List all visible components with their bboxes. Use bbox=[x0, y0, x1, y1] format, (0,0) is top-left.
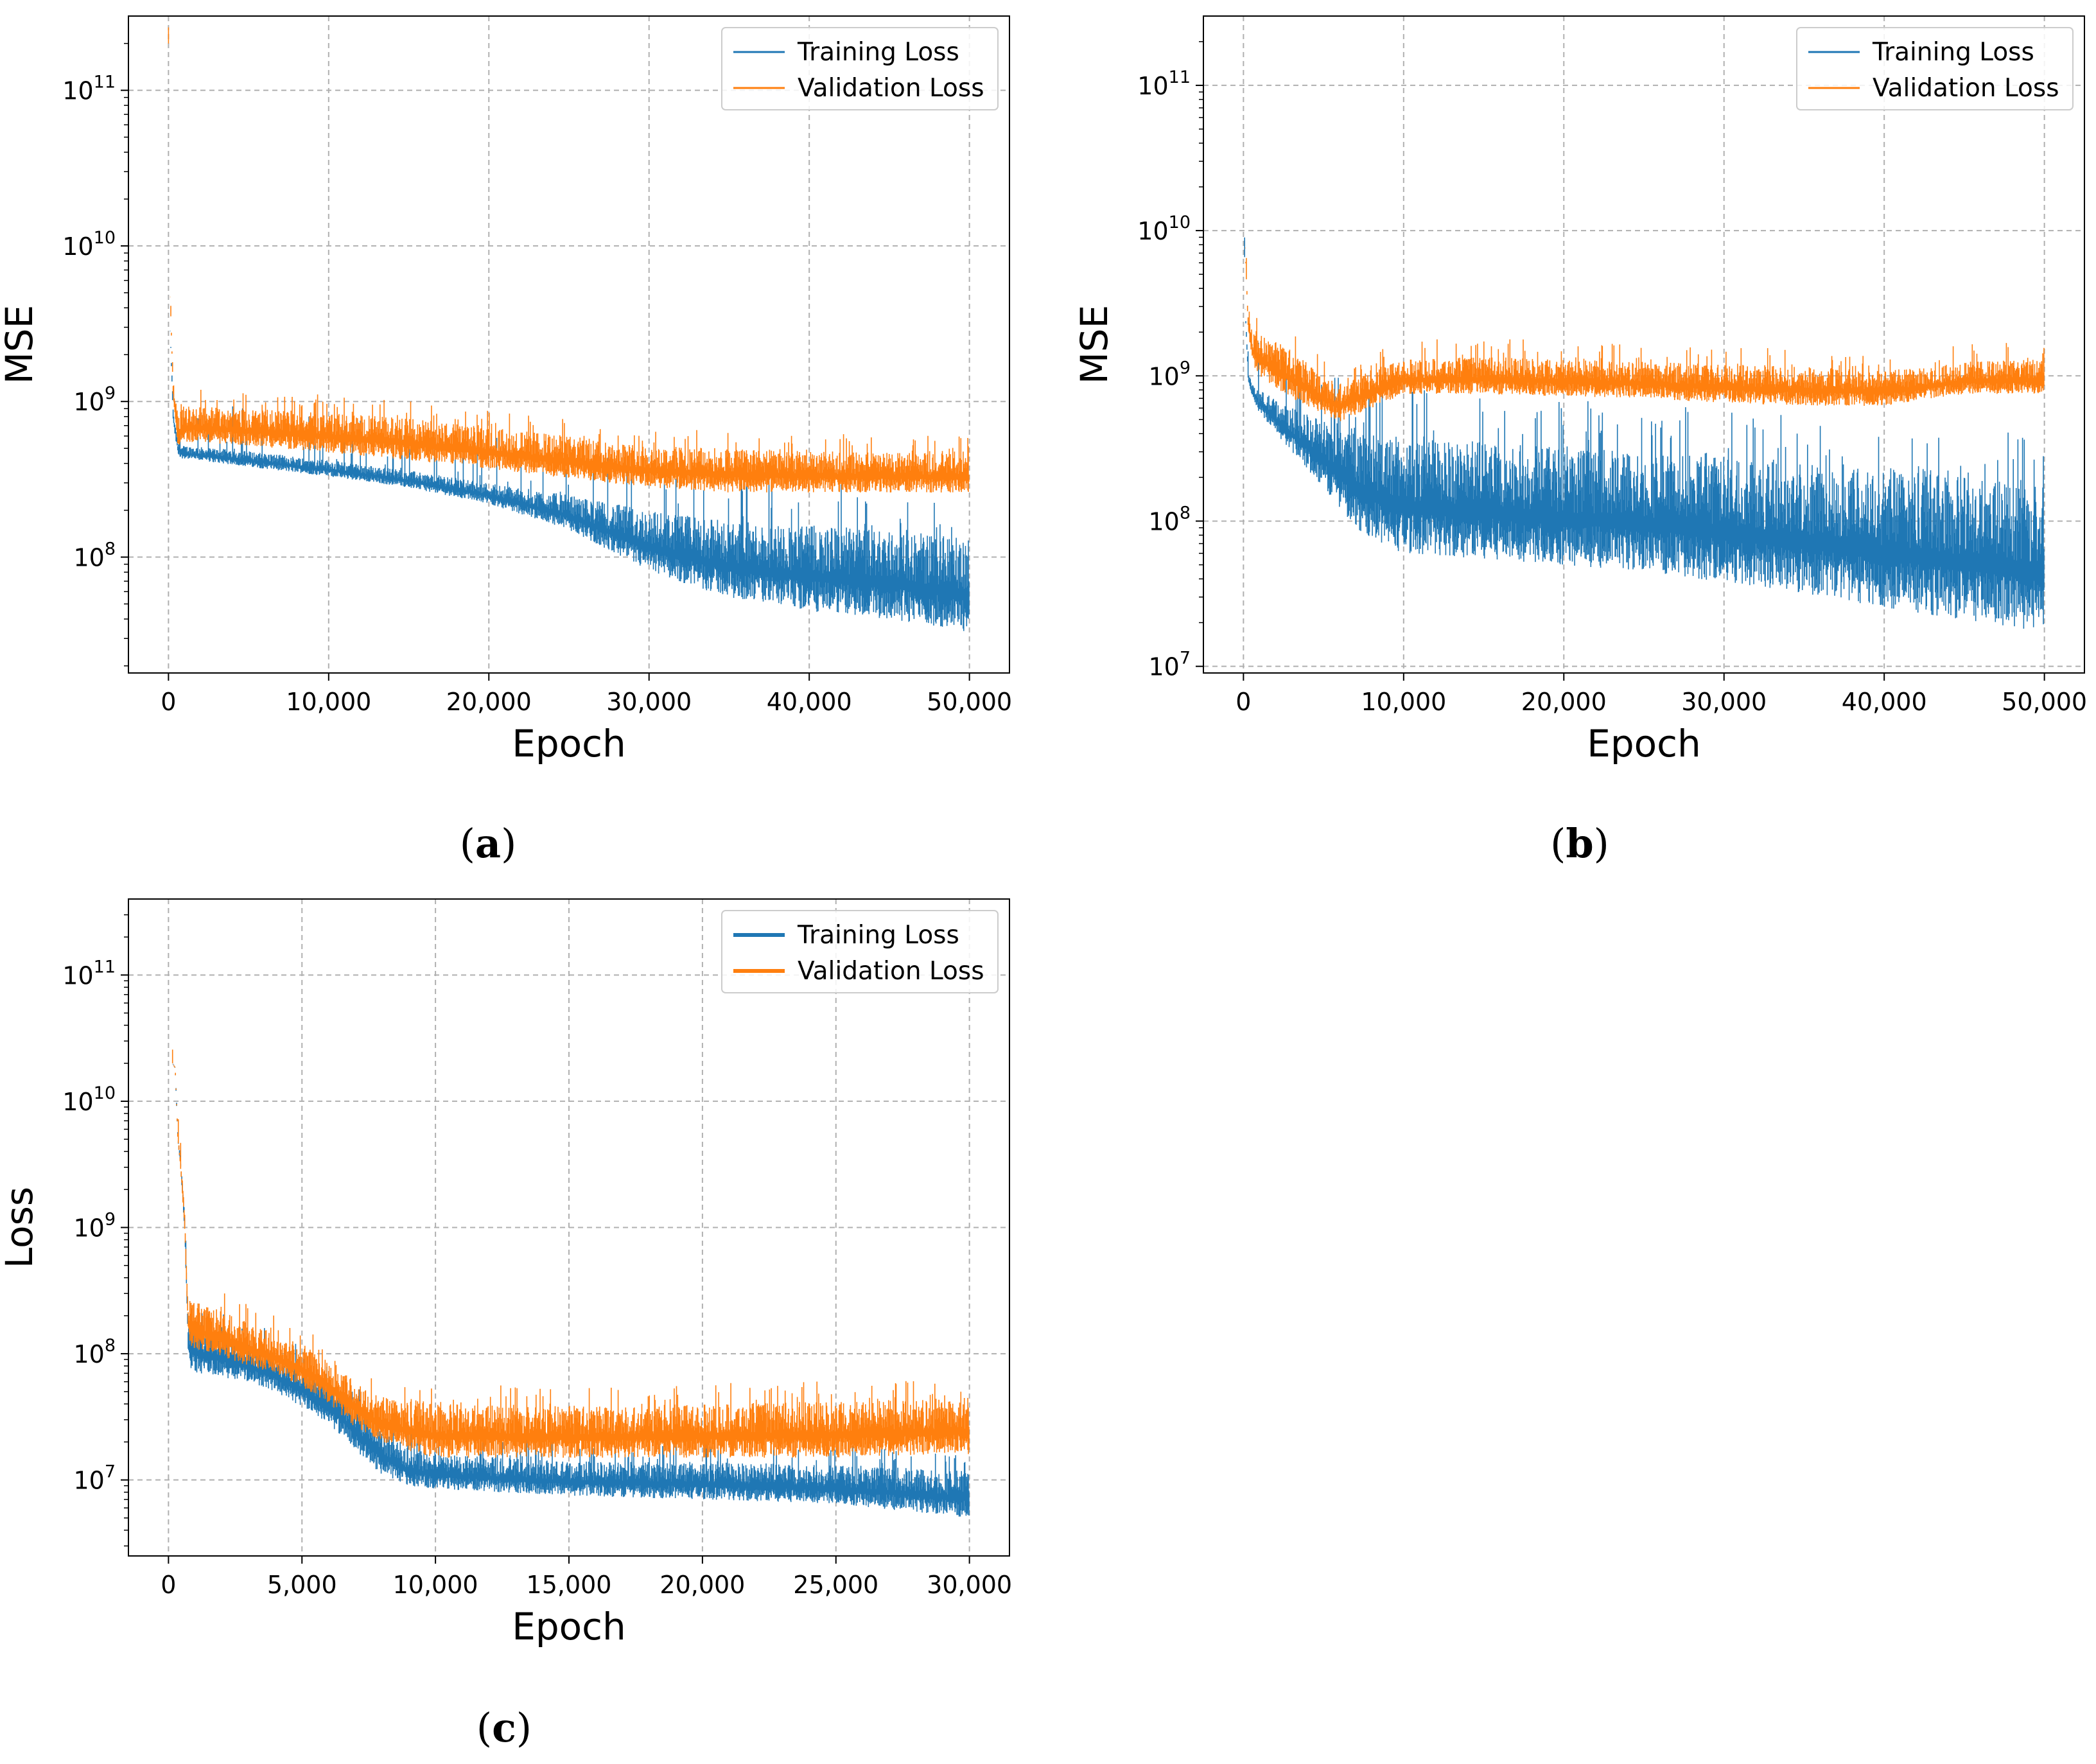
x-tick-label: 40,000 bbox=[1842, 688, 1927, 716]
series-validation-loss-c bbox=[171, 1049, 970, 1458]
x-tick-label: 10,000 bbox=[393, 1571, 478, 1599]
series-validation-loss-a bbox=[168, 27, 970, 493]
x-tick-label: 40,000 bbox=[767, 688, 852, 716]
y-tick-label: 109 bbox=[73, 383, 116, 416]
legend-box bbox=[1796, 27, 2074, 110]
legend-label-training: Training Loss bbox=[797, 921, 959, 950]
x-tick-label: 25,000 bbox=[793, 1571, 878, 1599]
legend: Training Loss Validation Loss bbox=[721, 910, 999, 993]
y-tick-label: 1010 bbox=[1137, 213, 1191, 245]
axes-frame bbox=[1203, 15, 2085, 674]
legend-label-validation: Validation Loss bbox=[1873, 74, 2059, 103]
plot-area-c bbox=[171, 1049, 970, 1517]
x-axis-label: Epoch bbox=[512, 722, 626, 765]
subfigure-caption: (c) bbox=[476, 1704, 532, 1751]
y-tick-label: 1011 bbox=[62, 73, 116, 105]
y-tick-label: 109 bbox=[73, 1210, 116, 1243]
series-training-loss-b bbox=[1244, 237, 2045, 629]
x-tick-label: 30,000 bbox=[927, 1571, 1012, 1599]
subfigure-caption: (a) bbox=[460, 820, 517, 867]
x-tick-label: 50,000 bbox=[927, 688, 1012, 716]
y-axis-label: MSE bbox=[0, 305, 41, 385]
chart-panel-c: 0 5,000 10,000 15,000 20,000 25,000 30,000 107 1… bbox=[0, 898, 1012, 1751]
y-axis-label: Loss bbox=[0, 1187, 41, 1268]
y-tick-label: 108 bbox=[73, 539, 116, 572]
legend: Training Loss Validation Loss bbox=[721, 27, 999, 110]
y-axis-label: MSE bbox=[1072, 305, 1116, 385]
x-tick-label: 0 bbox=[161, 688, 176, 716]
y-tick-label: 109 bbox=[1148, 358, 1191, 390]
legend-label-validation: Validation Loss bbox=[798, 74, 984, 103]
series-training-loss-a bbox=[170, 331, 970, 631]
x-tick-label: 0 bbox=[161, 1571, 176, 1599]
chart-panel-b: 0 10,000 20,000 30,000 40,000 50,000 107 108 109… bbox=[1072, 15, 2087, 867]
x-tick-label: 10,000 bbox=[1361, 688, 1446, 716]
x-tick-label: 10,000 bbox=[286, 688, 371, 716]
x-tick-label: 20,000 bbox=[446, 688, 532, 716]
x-tick-label: 20,000 bbox=[1521, 688, 1607, 716]
plot-area-b bbox=[1244, 237, 2045, 629]
axes-frame bbox=[128, 15, 1010, 674]
legend-box bbox=[721, 910, 999, 993]
y-tick-label: 1011 bbox=[1137, 67, 1191, 100]
x-tick-label: 30,000 bbox=[606, 688, 692, 716]
y-tick-label: 107 bbox=[73, 1462, 116, 1495]
legend-label-training: Training Loss bbox=[797, 38, 959, 67]
y-tick-label: 1011 bbox=[62, 957, 116, 990]
x-tick-label: 30,000 bbox=[1681, 688, 1767, 716]
legend-box bbox=[721, 27, 999, 110]
x-tick-label: 0 bbox=[1236, 688, 1251, 716]
series-validation-loss-b bbox=[1244, 247, 2045, 421]
x-tick-label: 20,000 bbox=[659, 1571, 745, 1599]
plot-area-a bbox=[168, 27, 970, 631]
x-tick-label: 50,000 bbox=[2002, 688, 2087, 716]
x-tick-label: 5,000 bbox=[267, 1571, 337, 1599]
x-tick-label: 15,000 bbox=[527, 1571, 612, 1599]
chart-panel-a: 0 10,000 20,000 30,000 40,000 50,000 108 109 101… bbox=[0, 15, 1012, 867]
y-tick-label: 1010 bbox=[62, 1083, 116, 1116]
y-tick-label: 108 bbox=[73, 1336, 116, 1368]
legend: Training Loss Validation Loss bbox=[1796, 27, 2074, 110]
x-axis-label: Epoch bbox=[512, 1605, 626, 1648]
y-tick-label: 108 bbox=[1148, 503, 1191, 536]
subfigure-caption: (b) bbox=[1550, 820, 1609, 867]
x-axis-label: Epoch bbox=[1587, 722, 1701, 765]
y-tick-label: 107 bbox=[1148, 649, 1191, 681]
y-tick-label: 1010 bbox=[62, 228, 116, 261]
legend-label-training: Training Loss bbox=[1872, 38, 2034, 67]
legend-label-validation: Validation Loss bbox=[798, 957, 984, 986]
